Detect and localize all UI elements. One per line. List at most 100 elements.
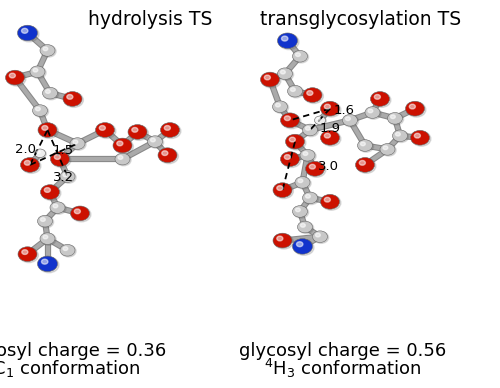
Circle shape [20, 248, 38, 263]
Circle shape [306, 161, 324, 176]
Circle shape [282, 114, 301, 129]
Circle shape [414, 133, 420, 138]
Text: $^4$C$_1$ conformation: $^4$C$_1$ conformation [0, 357, 140, 380]
Circle shape [70, 206, 90, 221]
Circle shape [316, 118, 320, 120]
Circle shape [383, 146, 388, 150]
Circle shape [273, 183, 292, 197]
Text: 3.0: 3.0 [318, 160, 338, 173]
Circle shape [36, 151, 40, 153]
Circle shape [33, 68, 38, 72]
Circle shape [324, 197, 330, 202]
Circle shape [324, 133, 330, 138]
Circle shape [30, 66, 45, 78]
Circle shape [295, 177, 310, 188]
Circle shape [114, 139, 134, 154]
Circle shape [344, 115, 358, 127]
Circle shape [342, 114, 357, 126]
Circle shape [72, 207, 91, 222]
Circle shape [43, 235, 48, 239]
Circle shape [96, 123, 114, 137]
Circle shape [394, 131, 408, 142]
Circle shape [277, 236, 283, 241]
Circle shape [300, 223, 306, 227]
Circle shape [42, 126, 48, 130]
Circle shape [380, 144, 395, 155]
Circle shape [38, 256, 58, 272]
Circle shape [304, 89, 324, 104]
Text: hydrolysis TS: hydrolysis TS [88, 10, 212, 29]
Circle shape [73, 140, 78, 144]
Circle shape [322, 132, 341, 146]
Circle shape [296, 208, 300, 212]
Circle shape [19, 26, 39, 42]
Circle shape [18, 247, 37, 262]
Circle shape [381, 144, 396, 156]
Text: transglycosylation TS: transglycosylation TS [260, 10, 461, 29]
Circle shape [24, 161, 30, 165]
Circle shape [31, 67, 46, 78]
Circle shape [116, 154, 131, 166]
Circle shape [320, 194, 340, 209]
Circle shape [164, 126, 170, 130]
Circle shape [18, 25, 38, 41]
Circle shape [390, 115, 396, 119]
Circle shape [42, 87, 58, 99]
Text: 2.0: 2.0 [15, 143, 36, 156]
Circle shape [324, 104, 330, 109]
Text: 1.6: 1.6 [334, 104, 355, 117]
Circle shape [63, 247, 68, 251]
Circle shape [388, 113, 404, 125]
Circle shape [358, 140, 374, 152]
Circle shape [10, 73, 16, 78]
Circle shape [160, 123, 180, 137]
Circle shape [50, 152, 70, 166]
Circle shape [39, 257, 59, 273]
Circle shape [40, 185, 60, 199]
Circle shape [407, 102, 426, 117]
Circle shape [294, 206, 308, 218]
Text: glycosyl charge = 0.36: glycosyl charge = 0.36 [0, 342, 166, 360]
Circle shape [280, 113, 299, 128]
Circle shape [296, 53, 300, 57]
Circle shape [288, 86, 304, 98]
Circle shape [67, 95, 73, 99]
Circle shape [61, 171, 76, 183]
Circle shape [294, 51, 308, 63]
Circle shape [392, 130, 407, 142]
Circle shape [150, 138, 156, 142]
Circle shape [60, 171, 75, 182]
Circle shape [132, 128, 138, 132]
Circle shape [307, 91, 313, 95]
Circle shape [304, 193, 318, 204]
Circle shape [115, 153, 130, 165]
Circle shape [158, 148, 177, 163]
Circle shape [41, 234, 56, 245]
Text: 1.5: 1.5 [52, 144, 74, 157]
Circle shape [40, 233, 55, 244]
Circle shape [302, 192, 318, 204]
Circle shape [320, 101, 340, 116]
Circle shape [296, 242, 303, 247]
Circle shape [34, 149, 46, 158]
Circle shape [322, 102, 341, 117]
Circle shape [284, 155, 290, 159]
Circle shape [113, 138, 132, 153]
Text: 3.2: 3.2 [52, 171, 74, 184]
Circle shape [44, 188, 51, 192]
Circle shape [410, 130, 430, 145]
Circle shape [388, 113, 402, 124]
Circle shape [303, 152, 308, 156]
Circle shape [74, 209, 80, 214]
Circle shape [63, 173, 68, 177]
Circle shape [130, 126, 148, 140]
Circle shape [360, 161, 366, 165]
Circle shape [36, 107, 41, 111]
Circle shape [41, 45, 56, 57]
Circle shape [292, 50, 308, 62]
Circle shape [36, 150, 46, 158]
Circle shape [304, 125, 318, 137]
Circle shape [292, 206, 308, 217]
Circle shape [42, 186, 61, 201]
Circle shape [38, 123, 57, 137]
